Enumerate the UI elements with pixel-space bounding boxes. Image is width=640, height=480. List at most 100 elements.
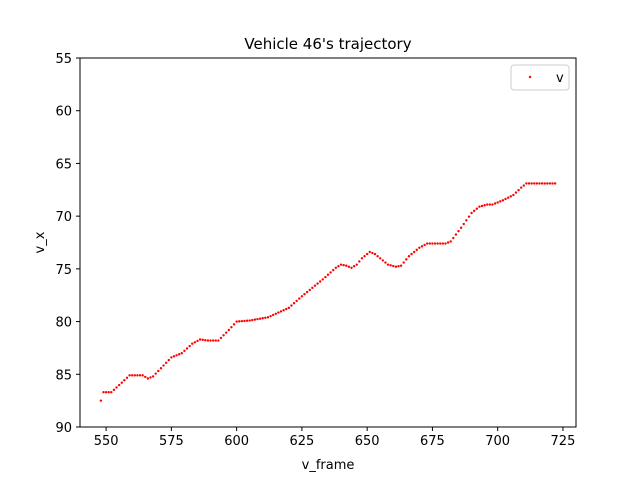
data-point xyxy=(277,311,280,314)
x-axis-label: v_frame xyxy=(302,458,355,473)
data-point xyxy=(446,241,450,244)
data-point xyxy=(499,200,502,203)
data-point xyxy=(329,271,332,274)
y-tick-label: 55 xyxy=(55,52,72,67)
y-tick-label: 70 xyxy=(55,210,72,225)
data-point xyxy=(392,264,395,268)
data-point xyxy=(439,242,442,245)
data-point xyxy=(102,391,105,394)
data-point xyxy=(548,182,552,185)
data-point xyxy=(131,374,134,377)
x-tick-label: 600 xyxy=(224,434,249,449)
x-tick-label: 550 xyxy=(94,434,119,449)
data-point xyxy=(183,349,186,353)
data-point xyxy=(457,229,460,233)
data-point xyxy=(162,364,165,367)
data-point xyxy=(525,182,528,185)
data-point xyxy=(324,275,327,279)
data-point xyxy=(433,242,437,245)
data-point xyxy=(462,222,465,226)
data-point xyxy=(271,313,275,317)
data-point xyxy=(384,261,387,264)
data-point xyxy=(149,376,152,379)
data-point xyxy=(318,280,322,283)
data-point xyxy=(496,201,499,204)
data-point xyxy=(551,182,554,185)
axes-frame xyxy=(79,57,577,428)
data-point xyxy=(188,344,191,348)
data-point xyxy=(371,251,374,255)
data-point xyxy=(191,342,194,345)
data-point xyxy=(295,299,298,303)
data-point xyxy=(389,264,392,267)
data-point xyxy=(407,255,411,258)
data-point xyxy=(107,391,110,394)
data-point xyxy=(522,184,525,187)
data-point xyxy=(459,226,463,229)
x-axis: 550 575 600 625 650 675 700 725 xyxy=(94,427,575,449)
data-point xyxy=(538,182,541,185)
data-point xyxy=(222,334,225,337)
x-tick-label: 700 xyxy=(485,434,510,449)
data-point xyxy=(235,320,238,323)
data-point xyxy=(230,325,233,329)
data-point xyxy=(423,243,426,247)
data-point xyxy=(402,261,405,264)
data-point xyxy=(201,338,204,342)
data-point xyxy=(238,320,241,323)
data-point xyxy=(292,302,296,305)
data-point xyxy=(287,306,291,310)
data-point xyxy=(475,207,478,210)
y-tick-label: 75 xyxy=(55,263,72,278)
y-tick-label: 85 xyxy=(55,368,72,383)
y-axis: 55 60 65 70 75 80 85 90 xyxy=(55,52,80,436)
data-point xyxy=(514,191,518,194)
data-point xyxy=(530,182,533,185)
data-point xyxy=(258,317,262,320)
data-point xyxy=(493,202,497,205)
data-point xyxy=(157,369,160,373)
data-point xyxy=(303,292,306,296)
data-point xyxy=(193,341,197,344)
data-point xyxy=(167,358,170,362)
data-point xyxy=(279,310,283,313)
data-point xyxy=(123,379,126,382)
data-point xyxy=(488,203,492,206)
data-point xyxy=(214,339,217,342)
data-point xyxy=(332,268,335,272)
data-point xyxy=(227,328,230,332)
data-point xyxy=(253,318,257,321)
data-point xyxy=(282,309,285,312)
data-point xyxy=(527,182,531,185)
data-point xyxy=(480,204,484,208)
data-point xyxy=(415,248,418,252)
data-point xyxy=(224,331,228,334)
data-point xyxy=(136,374,139,377)
data-point xyxy=(428,242,432,245)
data-point xyxy=(290,304,293,307)
x-tick-label: 625 xyxy=(289,434,314,449)
data-point xyxy=(337,265,340,268)
data-point xyxy=(470,211,473,215)
data-point xyxy=(509,195,512,198)
data-point xyxy=(256,317,259,321)
data-point xyxy=(133,374,137,377)
data-point xyxy=(170,356,173,359)
data-point xyxy=(104,391,108,394)
data-point xyxy=(347,265,351,268)
data-point xyxy=(394,265,398,268)
data-point xyxy=(141,374,144,377)
data-point xyxy=(321,278,324,281)
data-point xyxy=(198,338,202,341)
data-point xyxy=(386,263,390,266)
data-point xyxy=(298,297,301,300)
data-point xyxy=(376,255,379,258)
data-point xyxy=(154,372,157,375)
data-point xyxy=(540,182,544,185)
legend-marker xyxy=(528,75,532,79)
data-point xyxy=(517,188,520,192)
data-point xyxy=(112,388,116,392)
y-tick-label: 90 xyxy=(55,421,72,436)
data-point xyxy=(486,203,489,206)
data-point xyxy=(342,263,345,267)
